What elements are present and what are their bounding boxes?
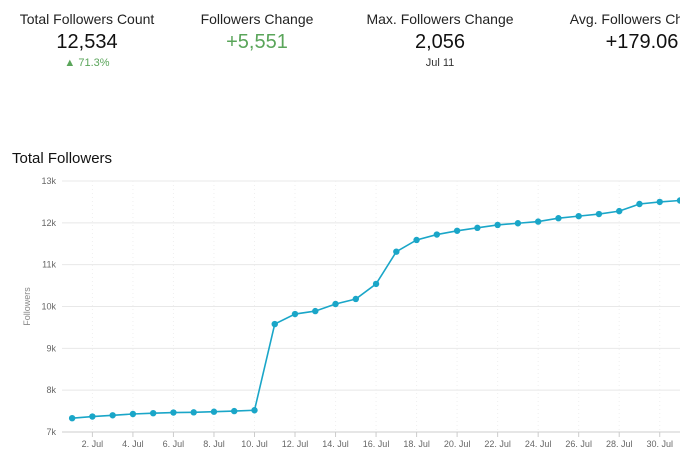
data-point [393,248,400,255]
stat-label: Avg. Followers Change [569,11,680,27]
data-points [68,197,680,422]
data-point [474,224,481,232]
data-point [251,407,258,414]
data-point [312,307,319,315]
y-tick-label: 7k [46,427,56,437]
data-point [271,320,278,328]
data-point [413,236,420,244]
data-point [636,200,643,208]
followers-line-chart: 7k 8k 9k 10k 11k 12k 13k 2. Jul 4. Jul 6. Jul 8. J… [22,176,680,449]
data-point [676,197,680,204]
data-point [231,407,238,415]
x-tick-label: 16. Jul [363,439,390,449]
y-axis-title: Followers [22,287,32,326]
y-tick-label: 13k [41,176,56,186]
stat-avg-followers-change: Avg. Followers Change +179.06 [562,10,680,54]
data-point [575,212,582,220]
data-point [210,408,218,415]
stat-total-followers: Total Followers Count 12,534 ▲ 71.3% [12,10,162,70]
growth-percent: ▲ 71.3% [64,57,110,69]
x-tick-label: 2. Jul [82,439,104,449]
data-point [149,409,157,417]
data-point [555,215,562,222]
data-point [453,227,461,234]
stat-label: Total Followers Count [19,11,155,27]
data-point [89,413,96,420]
x-tick-label: 28. Jul [606,439,633,449]
data-point [595,210,603,218]
stat-value: +5,551 [226,31,288,53]
x-tick-label: 4. Jul [122,439,144,449]
stat-value: 2,056 [414,31,466,53]
x-tick-label: 24. Jul [525,439,552,449]
stat-date: Jul 11 [425,57,455,69]
stat-max-followers-change: Max. Followers Change 2,056 Jul 11 [362,10,518,70]
y-tick-label: 8k [46,385,56,395]
data-point [352,295,360,303]
y-tick-label: 12k [41,218,56,228]
data-point [656,198,663,206]
data-point [291,310,299,318]
data-point [514,220,522,227]
stat-label: Followers Change [200,11,314,27]
data-point [129,410,137,418]
y-tick-label: 11k [42,260,56,270]
data-point [332,300,339,308]
x-tick-label: 18. Jul [403,439,430,449]
x-tick-label: 22. Jul [484,439,511,449]
stat-followers-change: Followers Change +5,551 [196,10,318,54]
stat-value: 12,534 [56,31,118,53]
data-point [68,414,76,422]
data-point [433,231,441,238]
x-tick-label: 14. Jul [322,439,349,449]
data-point [494,221,501,229]
stat-label: Max. Followers Change [366,11,514,27]
data-point [109,412,116,419]
x-tick-label: 26. Jul [565,439,592,449]
stats-bar: Total Followers Count 12,534 ▲ 71.3% Fol… [0,0,680,80]
x-tick-label: 6. Jul [163,439,185,449]
data-point [372,280,380,288]
data-point [616,207,623,215]
x-tick-label: 12. Jul [282,439,309,449]
y-tick-label: 9k [46,343,56,353]
chart-title: Total Followers [12,150,113,167]
grid [62,180,680,433]
data-point [534,218,542,225]
x-tick-label: 20. Jul [444,439,471,449]
data-point [170,409,177,416]
x-tick-label: 8. Jul [203,439,225,449]
y-tick-label: 10k [41,302,56,312]
stat-value: +179.06 [605,31,679,53]
x-tick-label: 30. Jul [646,439,673,449]
data-point [190,409,197,416]
axes: 7k 8k 9k 10k 11k 12k 13k 2. Jul 4. Jul 6. Jul 8. J… [41,176,680,449]
x-tick-label: 10. Jul [241,439,268,449]
